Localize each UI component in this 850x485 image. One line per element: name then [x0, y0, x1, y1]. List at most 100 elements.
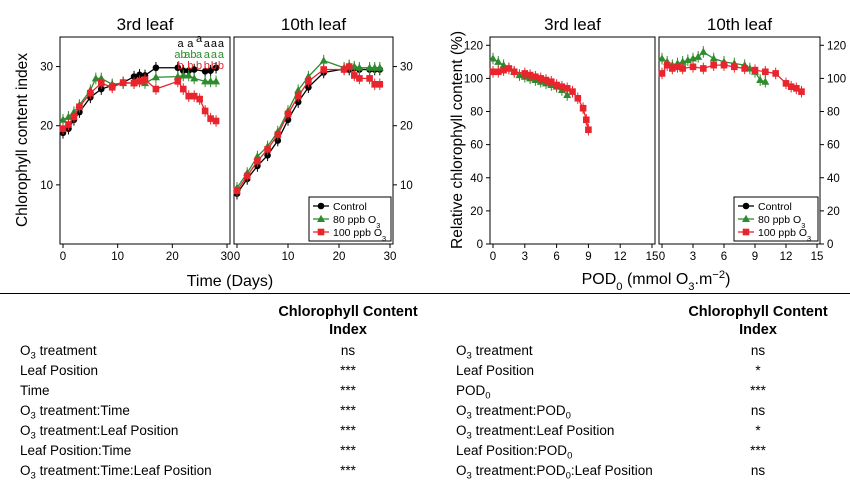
series-100-ppb-o3 [489, 62, 592, 136]
data-point [351, 72, 358, 79]
data-point [532, 73, 539, 81]
legend-label: 100 ppb O3 [758, 227, 811, 243]
table-header: Chlorophyll Content Index [268, 303, 428, 339]
data-point [190, 66, 198, 73]
x-axis-label: POD0 (mmol O3.m−2) [582, 269, 731, 290]
legend-swatch-marker [317, 214, 325, 222]
data-point [510, 68, 518, 76]
table-row-value: ns [750, 463, 766, 478]
x-tick-label: 12 [614, 251, 627, 263]
table-row-value: *** [340, 403, 356, 418]
data-point [196, 95, 203, 103]
table-header-line: Index [739, 322, 777, 338]
subscript: 3 [30, 430, 36, 442]
legend-swatch-marker [317, 228, 325, 236]
significance-letter: a [204, 49, 211, 61]
table-header-line: Index [329, 322, 367, 338]
factor-text: POD [456, 383, 486, 398]
y-tick-label: 20 [827, 206, 840, 218]
data-point [108, 83, 116, 91]
data-point [782, 80, 790, 87]
data-point [548, 78, 555, 86]
data-point [370, 63, 379, 71]
significance-letter: b [187, 60, 193, 72]
y-tick-label: 100 [827, 73, 846, 85]
data-point [365, 63, 374, 71]
table-row-value: *** [340, 383, 356, 398]
panel-title: 10th leaf [707, 15, 772, 34]
x-tick-label: 10 [111, 251, 124, 263]
data-point [274, 131, 282, 138]
y-tick-label: 30 [400, 62, 413, 74]
factor-text: Leaf Position [20, 363, 99, 378]
significance-letter: b [204, 60, 210, 72]
x-tick-label: 0 [659, 251, 665, 263]
subscript: 0 [485, 390, 491, 402]
x-tick-label: 3 [522, 251, 528, 263]
data-point [130, 73, 138, 80]
subscript: 3 [466, 410, 472, 422]
data-point [376, 81, 384, 88]
series-line [236, 67, 380, 195]
data-point [184, 71, 193, 79]
data-point [190, 74, 199, 82]
factor-text: treatment:Leaf Position [35, 423, 179, 438]
subscript: 3 [466, 350, 472, 362]
data-point [756, 75, 765, 84]
y-tick-label: 120 [464, 40, 483, 52]
table-row-value: * [755, 423, 761, 438]
chart-panel-3: 3rd leaf 0 3 6 9 12 15 0 20 40 60 80 100 120 [464, 15, 659, 263]
series-100-ppb-o3 [59, 73, 220, 135]
legend-label: Control [333, 201, 367, 213]
data-point [151, 73, 160, 81]
data-point [500, 66, 507, 74]
table-header: Chlorophyll Content Index [678, 303, 838, 339]
data-point [130, 79, 138, 87]
table-row-value: *** [750, 443, 766, 458]
factor-text: O [20, 423, 31, 438]
data-point [355, 63, 364, 71]
table-row-factor: O3 treatment:POD0 [456, 403, 571, 422]
table-row-value: ns [750, 343, 766, 358]
table-row-factor: O3 treatment:POD0:Leaf Position [456, 463, 653, 482]
data-point [371, 81, 378, 88]
y-tick-label: 20 [40, 121, 53, 133]
data-point [579, 104, 587, 112]
data-point [179, 85, 187, 93]
data-point [91, 74, 100, 82]
series-line [236, 59, 380, 189]
x-tick-label: 15 [811, 251, 824, 263]
legend-swatch-marker [317, 202, 325, 210]
legend-label: 100 ppb O3 [333, 227, 386, 243]
subscript: 0 [565, 410, 571, 422]
table-row-value: *** [340, 363, 356, 378]
significance-letter: a [204, 38, 211, 50]
y-tick-label: 120 [827, 40, 846, 52]
x-tick-label: 15 [646, 251, 659, 263]
data-point [694, 52, 703, 60]
data-point [294, 92, 302, 100]
data-point [563, 85, 571, 92]
table-header-line: Chlorophyll Content [278, 304, 418, 320]
table-row-value: * [755, 363, 761, 378]
data-point [76, 103, 83, 111]
panel-title: 3rd leaf [117, 15, 174, 34]
y-axis-label: Chlorophyll content index [14, 53, 31, 227]
table-row-factor: O3 treatment:Leaf Position [456, 423, 614, 442]
data-point [762, 68, 769, 76]
legend-label: Control [758, 201, 792, 213]
table-row-factor: O3 treatment:Leaf Position [20, 423, 178, 442]
subscript: 3 [30, 470, 36, 482]
factor-text: O [456, 343, 467, 358]
series-100-ppb-o3 [658, 59, 805, 98]
table-row-factor: Leaf Position:Time [20, 443, 131, 458]
data-point [97, 85, 105, 93]
table-row-factor: Time [20, 383, 50, 398]
table-row-factor: O3 treatment [20, 343, 97, 362]
x-tick-label: 30 [384, 251, 397, 263]
data-point [751, 66, 759, 74]
data-point [521, 70, 529, 77]
data-point [674, 63, 681, 71]
